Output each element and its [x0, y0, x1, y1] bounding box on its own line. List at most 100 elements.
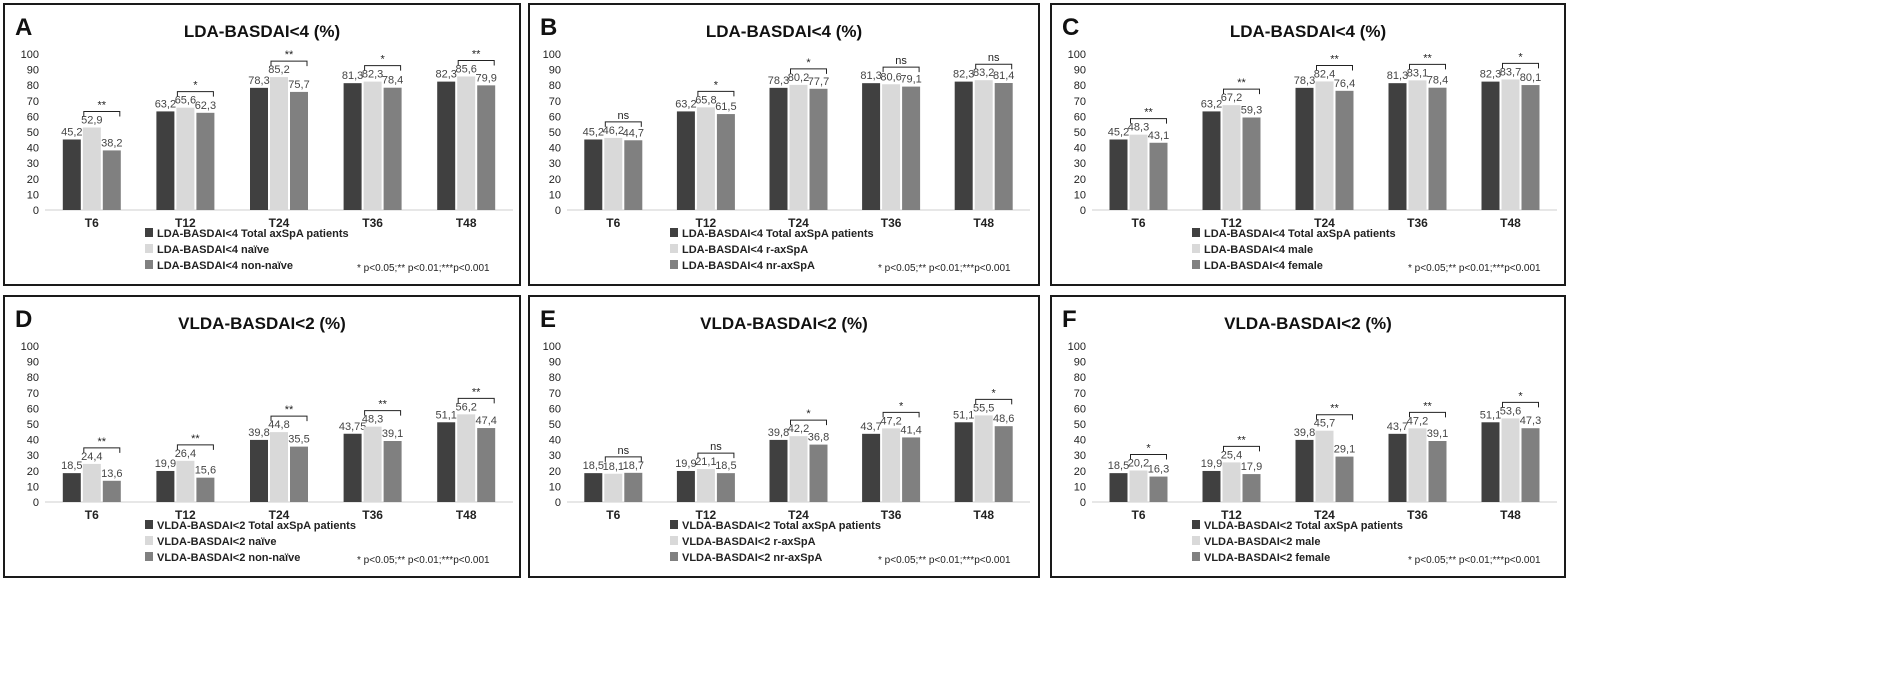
bar-t24-series-1	[1295, 439, 1314, 502]
y-tick-label: 0	[555, 497, 561, 509]
significance-bracket	[604, 121, 642, 127]
y-tick-label: 20	[549, 174, 561, 186]
category-label: T12	[696, 508, 717, 522]
legend-swatch	[670, 536, 678, 545]
y-tick-label: 10	[549, 189, 561, 201]
data-label: 80,1	[1520, 72, 1541, 84]
data-label: 39,8	[768, 427, 789, 439]
bar-t24-series-3	[1335, 456, 1354, 502]
legend-label: LDA-BASDAI<4 Total axSpA patients	[157, 228, 349, 240]
y-tick-label: 90	[549, 357, 561, 369]
legend-label: VLDA-BASDAI<2 male	[1204, 536, 1320, 548]
bar-t36-series-1	[1388, 83, 1407, 210]
data-label: 47,2	[880, 415, 901, 427]
bar-t24-series-1	[769, 439, 788, 502]
y-tick-label: 60	[1074, 111, 1086, 123]
data-label: 44,8	[268, 419, 289, 431]
significance-footnote: * p<0.05;** p<0.01;***p<0.001	[878, 555, 1011, 566]
significance-bracket	[882, 66, 920, 73]
chart-svg-c: C LDA-BASDAI<4 (%) 0 10 20 30 40 50 60 70 80 90 100 4…	[1062, 14, 1557, 274]
bar-t12-series-3	[1242, 474, 1261, 502]
bar-t48-series-3	[994, 426, 1013, 502]
bar-t12-series-1	[676, 111, 695, 210]
significance-label: **	[285, 404, 294, 416]
y-tick-label: 50	[1074, 127, 1086, 139]
significance-bracket	[1316, 414, 1353, 420]
data-label: 25,4	[1221, 449, 1242, 461]
chart-title: VLDA-BASDAI<2 (%)	[1224, 314, 1392, 333]
legend-label: VLDA-BASDAI<2 r-axSpA	[682, 536, 816, 548]
data-label: 16,3	[1148, 464, 1169, 476]
significance-label: **	[1237, 434, 1246, 446]
legend-label: VLDA-BASDAI<2 naïve	[157, 536, 277, 548]
legend-label: VLDA-BASDAI<2 nr-axSpA	[682, 552, 822, 564]
data-label: 47,4	[475, 415, 496, 427]
bar-t48-series-1	[954, 422, 973, 502]
significance-bracket	[1409, 63, 1446, 70]
data-label: 43,75	[339, 421, 367, 433]
bar-t6-series-3	[102, 480, 121, 502]
data-label: 38,2	[101, 137, 122, 149]
data-label: 18,7	[623, 460, 644, 472]
bar-t48-series-1	[1481, 422, 1500, 502]
data-label: 79,1	[900, 74, 921, 86]
data-label: 36,8	[808, 432, 829, 444]
category-label: T48	[456, 508, 477, 522]
bar-t48-series-1	[437, 81, 456, 210]
significance-label: *	[1146, 442, 1151, 454]
bar-t36-series-3	[383, 441, 402, 502]
y-tick-label: 40	[1074, 435, 1086, 447]
y-tick-label: 50	[1074, 419, 1086, 431]
y-tick-label: 10	[1074, 189, 1086, 201]
data-label: 53,6	[1500, 405, 1521, 417]
category-label: T6	[606, 216, 620, 230]
significance-footnote: * p<0.05;** p<0.01;***p<0.001	[357, 263, 490, 274]
bar-t36-series-1	[862, 433, 881, 502]
chart-title: LDA-BASDAI<4 (%)	[1230, 22, 1386, 41]
significance-footnote: * p<0.05;** p<0.01;***p<0.001	[878, 263, 1011, 274]
data-label: 47,3	[1520, 415, 1541, 427]
bar-t36-series-3	[902, 86, 921, 210]
chart-svg-d: D VLDA-BASDAI<2 (%) 0 10 20 30 40 50 60 70 80 90 100…	[15, 306, 513, 566]
significance-label: ns	[895, 55, 907, 67]
data-label: 83,7	[1500, 66, 1521, 78]
bar-t24-series-2	[1315, 81, 1334, 211]
data-label: 62,3	[195, 100, 216, 112]
significance-bracket	[457, 59, 495, 66]
data-label: 39,8	[1294, 427, 1315, 439]
chart-title: LDA-BASDAI<4 (%)	[184, 22, 340, 41]
bar-t24-series-1	[250, 87, 268, 210]
bar-t36-series-1	[343, 433, 362, 502]
bar-t48-series-3	[1521, 85, 1540, 210]
y-tick-label: 90	[27, 357, 39, 369]
y-tick-label: 70	[549, 96, 561, 108]
category-label: T36	[362, 508, 383, 522]
bar-t6-series-2	[604, 473, 623, 502]
y-tick-label: 50	[27, 127, 39, 139]
bar-t12-series-1	[156, 111, 175, 210]
data-label: 29,1	[1334, 444, 1355, 456]
y-tick-label: 30	[549, 450, 561, 462]
significance-footnote: * p<0.05;** p<0.01;***p<0.001	[357, 555, 490, 566]
bar-t24-series-3	[809, 88, 828, 210]
bar-t48-series-3	[477, 85, 496, 210]
bar-t12-series-3	[196, 477, 215, 502]
category-label: T36	[1407, 216, 1428, 230]
category-label: T36	[1407, 508, 1428, 522]
significance-label: *	[193, 80, 198, 92]
data-label: 55,5	[973, 402, 994, 414]
bar-t36-series-3	[1428, 87, 1447, 210]
data-label: 41,4	[900, 424, 921, 436]
significance-bracket	[83, 447, 121, 453]
data-label: 78,4	[1427, 75, 1448, 87]
y-tick-label: 40	[549, 143, 561, 155]
data-label: 63,2	[675, 98, 696, 110]
data-label: 19,9	[675, 458, 696, 470]
y-tick-label: 100	[1068, 341, 1086, 353]
bar-t12-series-2	[1222, 462, 1241, 502]
bar-t24-series-2	[270, 432, 288, 502]
category-label: T12	[175, 216, 196, 230]
significance-bracket	[697, 452, 735, 459]
data-label: 18,5	[715, 460, 736, 472]
legend-swatch	[145, 520, 153, 529]
